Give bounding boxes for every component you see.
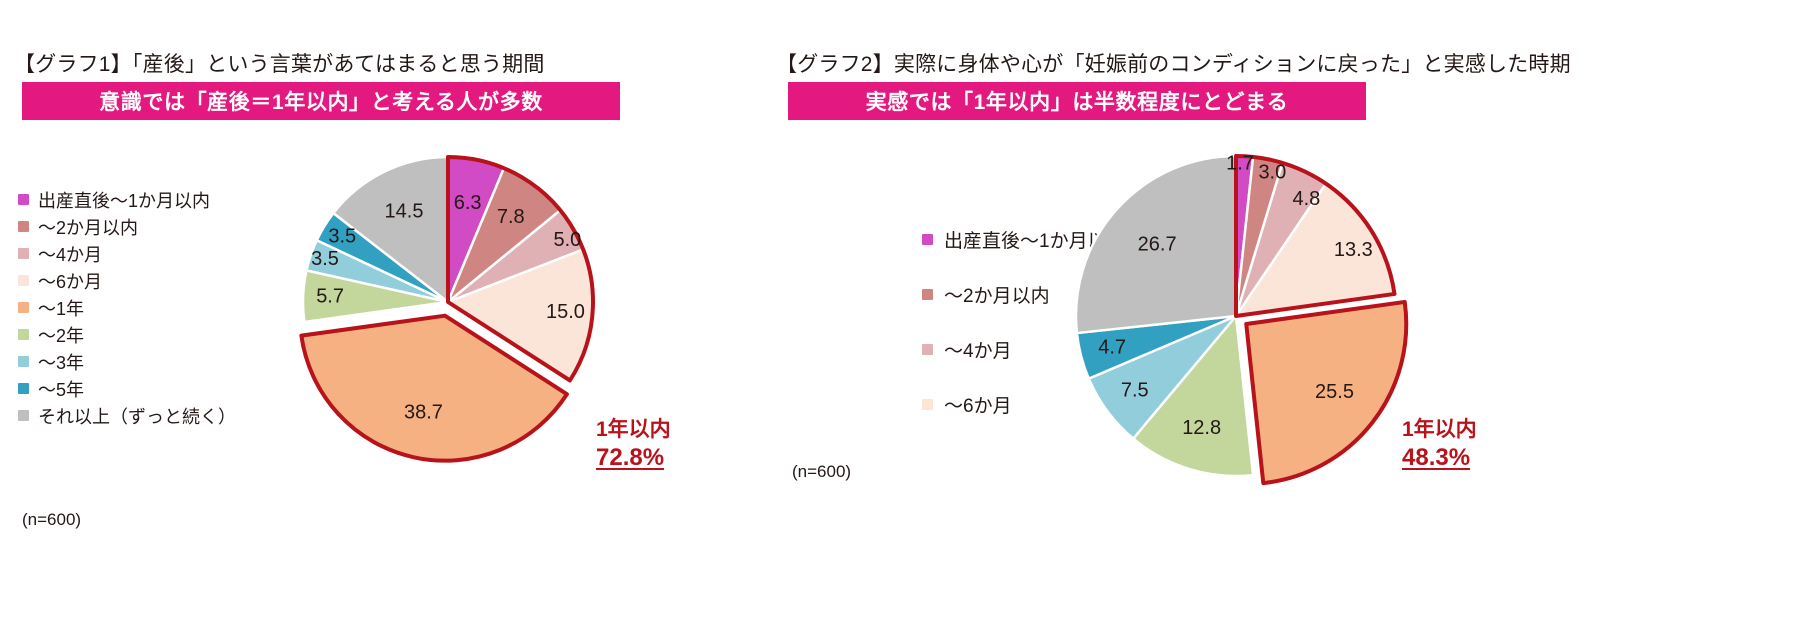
legend-item-label: それ以上（ずっと続く） xyxy=(38,406,236,427)
legend-item[interactable]: 〜4か月 xyxy=(922,322,1126,377)
legend-graph1: 出産直後〜1か月以内 〜2か月以内 〜4か月 〜6か月 〜1年 〜2年 xyxy=(18,186,236,429)
sample-size-graph1: (n=600) xyxy=(22,510,82,529)
pie-slice-label: 7.8 xyxy=(497,206,525,228)
pie-slice[interactable] xyxy=(1074,154,1238,335)
pie-slice-label: 4.7 xyxy=(1098,337,1126,359)
chart-banner-graph1: 意識では「産後＝1年以内」と考える人が多数 xyxy=(22,82,620,120)
legend-swatch-icon xyxy=(922,234,933,245)
pie-slice-label: 4.8 xyxy=(1292,188,1320,210)
legend-item[interactable]: それ以上（ずっと続く） xyxy=(18,402,236,429)
chart-panel-graph2: 【グラフ2】実際に身体や心が「妊娠前のコンディションに戻った」と実感した時期 実… xyxy=(770,0,1806,626)
legend-swatch-icon xyxy=(922,344,933,355)
legend-item-label: 〜4か月 xyxy=(944,341,1012,362)
pie-slice-label: 3.5 xyxy=(328,225,356,247)
legend-swatch-icon xyxy=(18,194,29,205)
highlight-outline xyxy=(299,313,569,463)
callout-graph1: 1年以内 72.8% xyxy=(596,418,671,473)
pie-slice-label: 25.5 xyxy=(1315,381,1354,403)
legend-item-label: 〜4か月 xyxy=(38,244,103,265)
pie-slice-label: 12.8 xyxy=(1182,417,1221,439)
pie-slice[interactable] xyxy=(1131,312,1255,478)
legend-item-label: 〜5年 xyxy=(38,379,85,400)
legend-item[interactable]: 〜6か月 xyxy=(18,267,236,294)
pie-slice-label: 1.7 xyxy=(1226,152,1254,174)
pie-svg-graph1: 6.3 7.8 5.0 15.0 38.7 5.7 3.53.5 14.5 xyxy=(299,155,595,463)
legend-swatch-icon xyxy=(922,399,933,410)
legend-item[interactable]: 〜4か月 xyxy=(18,240,236,267)
legend-item[interactable]: 〜2年 xyxy=(18,321,236,348)
legend-item-label: 出産直後〜1か月以内 xyxy=(38,190,211,211)
legend-item-label: 〜2か月以内 xyxy=(944,286,1050,307)
legend-graph2: 出産直後〜1か月以内 〜2か月以内 〜4か月 〜6か月 xyxy=(922,212,1126,432)
chart-heading-graph2: 【グラフ2】実際に身体や心が「妊娠前のコンディションに戻った」と実感した時期 xyxy=(776,53,1571,76)
callout-title: 1年以内 xyxy=(1402,418,1477,441)
legend-item-label: 出産直後〜1か月以内 xyxy=(944,231,1126,252)
legend-swatch-icon xyxy=(18,329,29,340)
legend-swatch-icon xyxy=(18,275,29,286)
legend-item[interactable]: 〜6か月 xyxy=(922,377,1126,432)
pie-slice-label: 6.3 xyxy=(454,192,482,214)
pie-svg-graph2: 1.7 3.0 4.8 13.3 25.5 12.8 7.5 4.7 26.7 xyxy=(1074,152,1409,486)
callout-graph2: 1年以内 48.3% xyxy=(1402,418,1477,473)
pie-slice-label: 15.0 xyxy=(546,301,585,323)
pie-slice-label: 14.5 xyxy=(385,200,424,222)
legend-item-label: 〜6か月 xyxy=(38,271,103,292)
highlight-outline xyxy=(446,155,595,383)
chart-banner-graph2: 実感では「1年以内」は半数程度にとどまる xyxy=(788,82,1366,120)
legend-swatch-icon xyxy=(18,356,29,367)
legend-item[interactable]: 出産直後〜1か月以内 xyxy=(922,212,1126,267)
pie-chart-graph2: 1.7 3.0 4.8 13.3 25.5 12.8 7.5 4.7 26.7 xyxy=(1024,130,1464,510)
legend-item-label: 〜2か月以内 xyxy=(38,217,139,238)
legend-swatch-icon xyxy=(18,302,29,313)
legend-item-label: 〜3年 xyxy=(38,352,85,373)
pie-slice-label: 38.7 xyxy=(404,402,443,424)
legend-swatch-icon xyxy=(18,383,29,394)
legend-item[interactable]: 出産直後〜1か月以内 xyxy=(18,186,236,213)
chart-heading-graph1: 【グラフ1】「産後」という言葉があてはまると思う期間 xyxy=(14,53,545,76)
pie-slice-label: 26.7 xyxy=(1138,233,1177,255)
pie-slice-label: 7.5 xyxy=(1121,379,1149,401)
legend-swatch-icon xyxy=(18,248,29,259)
chart-panel-graph1: 【グラフ1】「産後」という言葉があてはまると思う期間 意識では「産後＝1年以内」… xyxy=(0,0,760,626)
legend-item-label: 〜2年 xyxy=(38,325,85,346)
pie-chart-graph1: 6.3 7.8 5.0 15.0 38.7 5.7 3.5 3.5 14.5 xyxy=(248,130,668,500)
legend-item-label: 〜6か月 xyxy=(944,396,1012,417)
legend-item[interactable]: 〜2か月以内 xyxy=(922,267,1126,322)
legend-item[interactable]: 〜1年 xyxy=(18,294,236,321)
legend-item-label: 〜1年 xyxy=(38,298,85,319)
callout-value: 72.8% xyxy=(596,444,665,472)
highlight-outline xyxy=(1234,154,1397,318)
pie-slice-label: 13.3 xyxy=(1334,239,1373,261)
pie-slice-label: 5.7 xyxy=(316,285,344,307)
highlight-outline xyxy=(1244,299,1409,486)
pie-slice-label: 3.5 xyxy=(311,248,339,270)
legend-swatch-icon xyxy=(18,410,29,421)
legend-swatch-icon xyxy=(18,221,29,232)
pie-slice-label: 3.0 xyxy=(1258,161,1286,183)
callout-title: 1年以内 xyxy=(596,418,671,441)
sample-size-graph2: (n=600) xyxy=(792,462,852,481)
pie-slice[interactable] xyxy=(331,155,450,305)
legend-item[interactable]: 〜2か月以内 xyxy=(18,213,236,240)
legend-item[interactable]: 〜5年 xyxy=(18,375,236,402)
legend-swatch-icon xyxy=(922,289,933,300)
callout-value: 48.3% xyxy=(1402,444,1471,472)
pie-slice-label: 5.0 xyxy=(553,229,581,251)
legend-item[interactable]: 〜3年 xyxy=(18,348,236,375)
